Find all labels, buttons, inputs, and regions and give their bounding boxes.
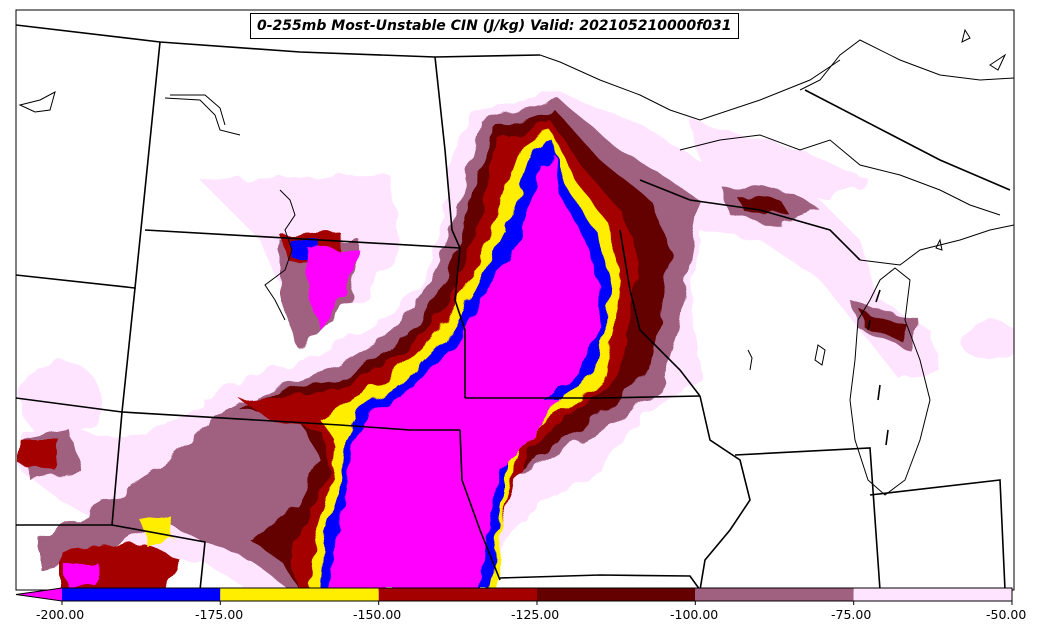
colorbar-ticks [61,601,1013,605]
colorbar-outline [15,587,1013,602]
colorbar-bin-2 [220,588,379,601]
colorbar-tick-label: -100.00 [670,607,719,622]
colorbar-tick-label: -200.00 [36,607,85,622]
colorbar [15,587,1013,605]
colorbar-bin-4 [537,588,696,601]
colorbar-tick-label: -75.00 [831,607,872,622]
colorbar-bin-1 [62,588,221,601]
lake-michigan-interior [867,289,889,446]
colorbar-bin-5 [695,588,854,601]
colorbar-tick-label: -125.00 [511,607,560,622]
map-title: 0-255mb Most-Unstable CIN (J/kg) Valid: … [250,13,739,39]
colorbar-extend-min [16,588,62,601]
colorbar-tick-label: -175.00 [195,607,244,622]
state-boundaries [16,24,1011,590]
colorbar-tick-label: -150.00 [353,607,402,622]
colorbar-bin-6 [853,588,1012,601]
coastlines [18,28,1014,496]
colorbar-bin-3 [378,588,537,601]
colorbar-tick-label: -50.00 [986,607,1027,622]
